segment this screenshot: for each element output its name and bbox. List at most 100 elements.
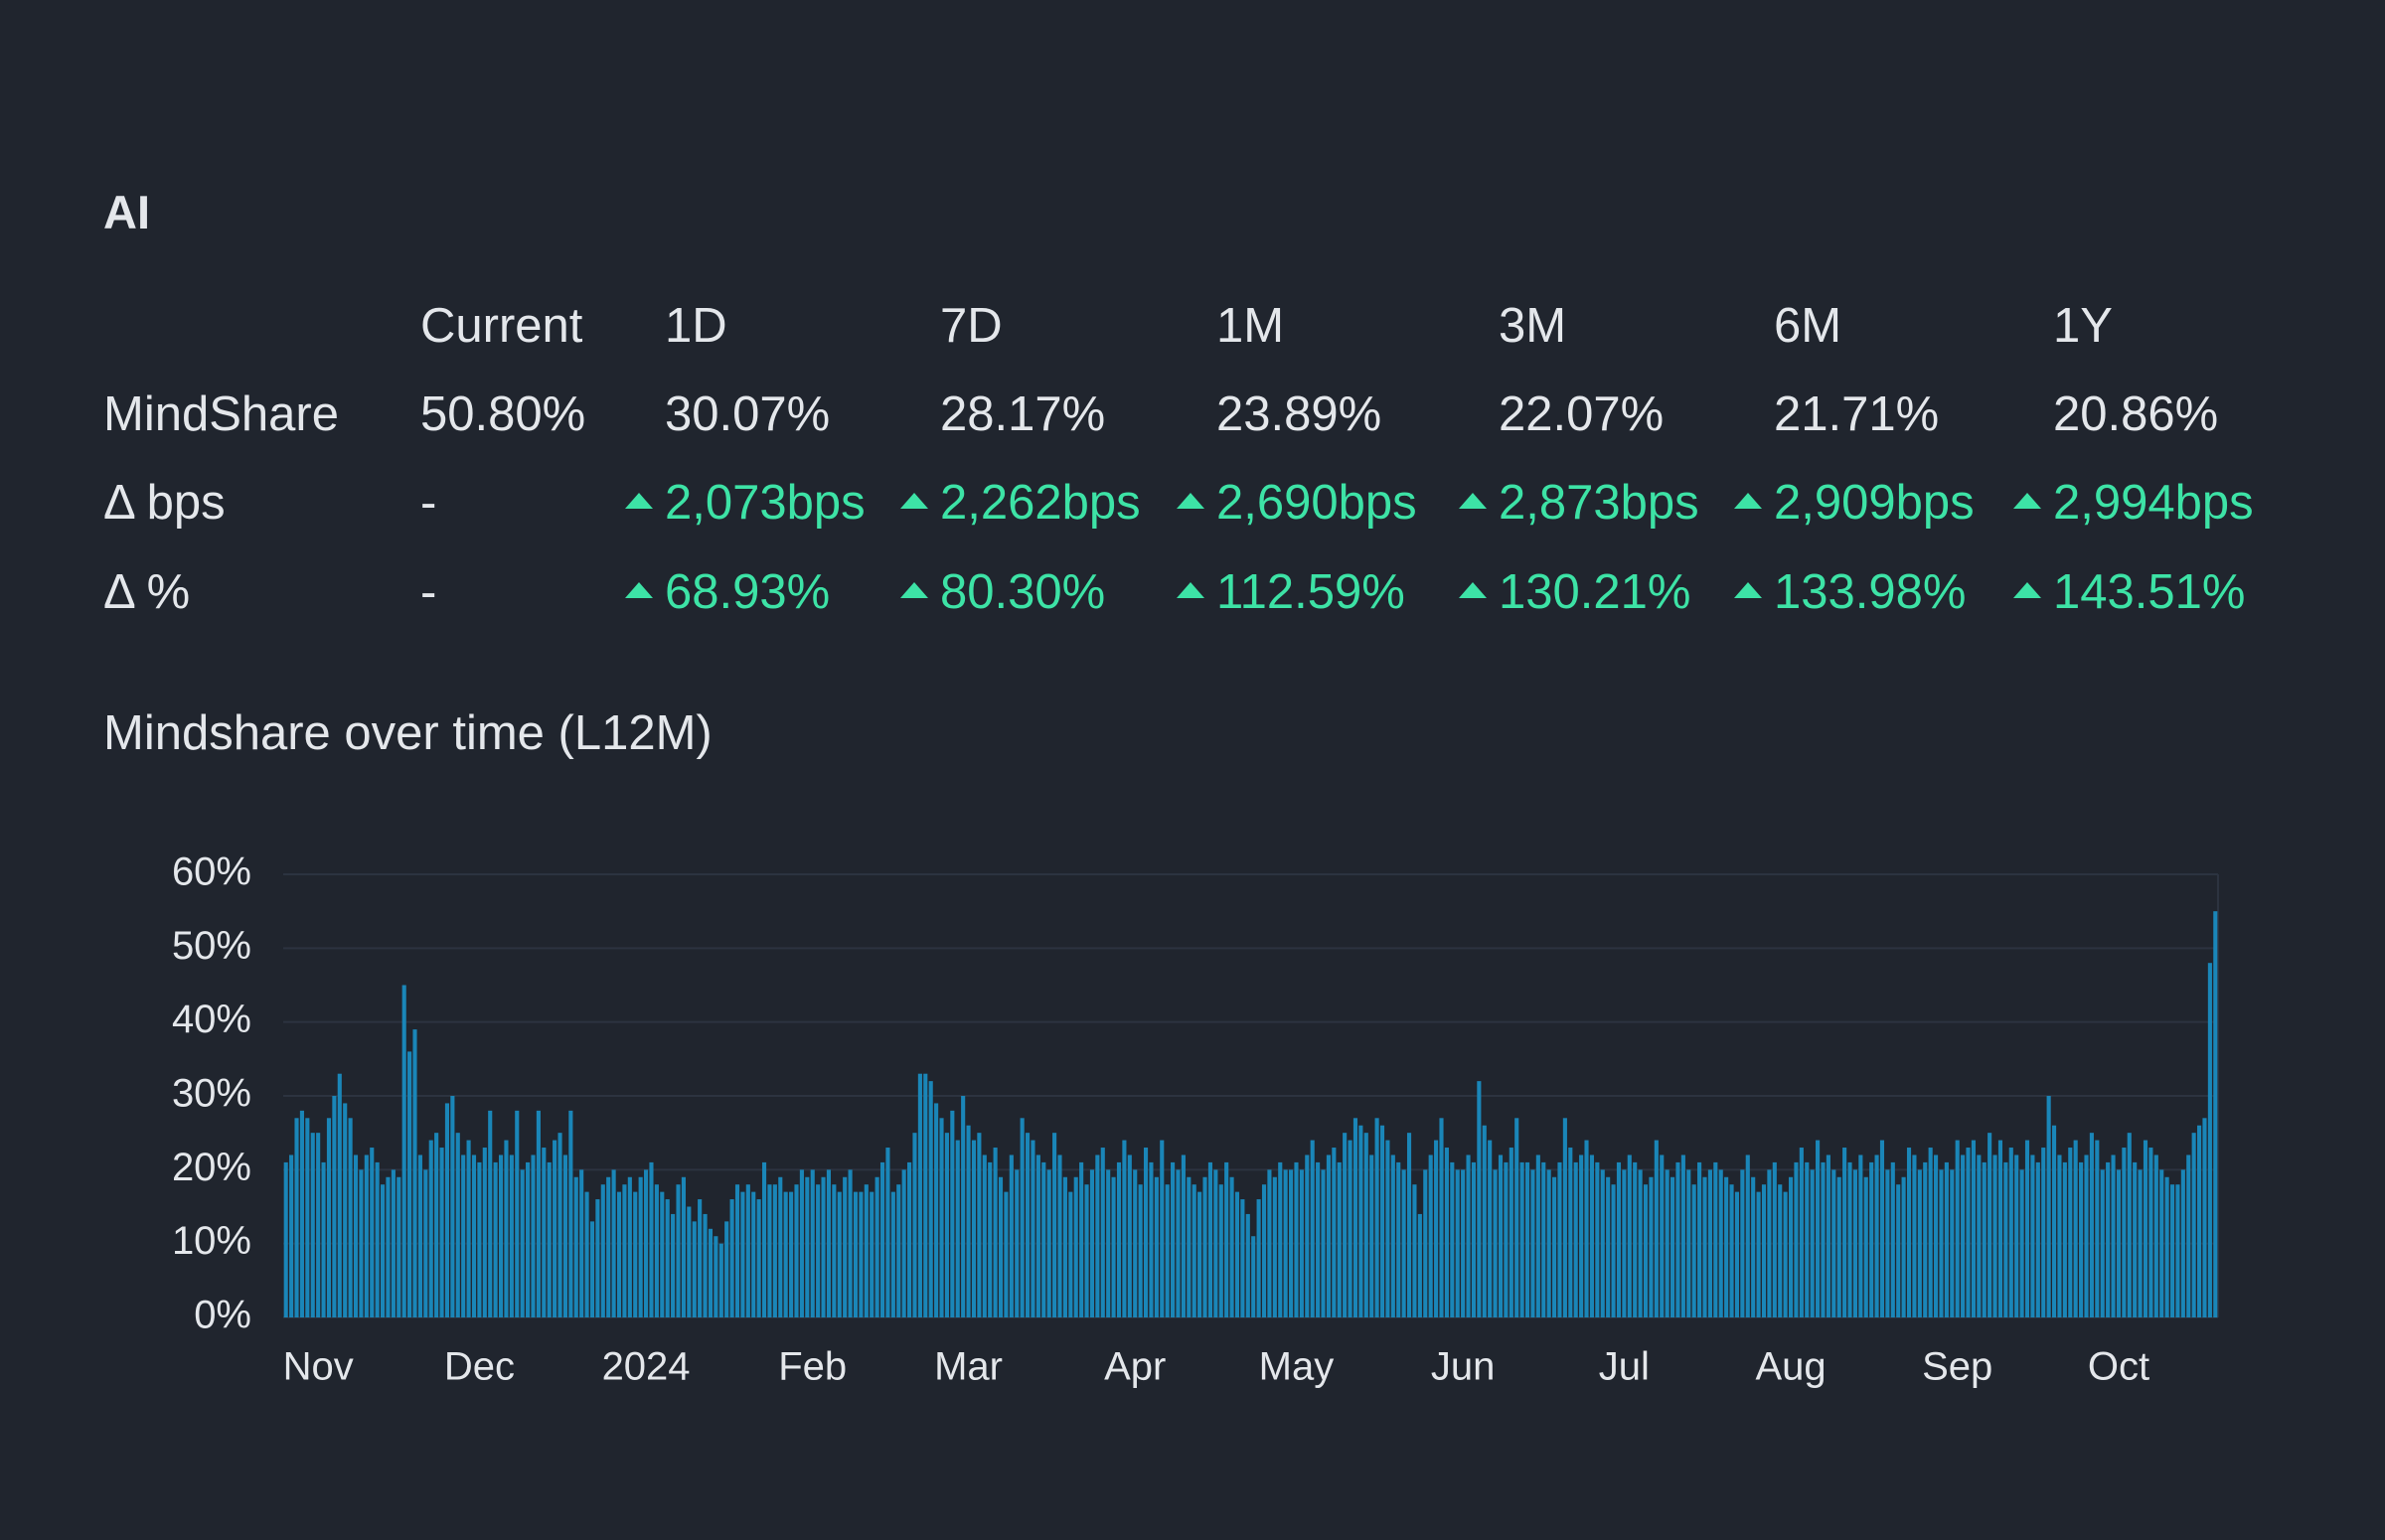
bar bbox=[1514, 1118, 1519, 1317]
bar bbox=[977, 1133, 982, 1317]
x-tick-label: Sep bbox=[1922, 1345, 1992, 1389]
bar bbox=[2024, 1140, 2030, 1317]
y-tick-label: 0% bbox=[194, 1294, 251, 1337]
bar bbox=[649, 1161, 654, 1317]
bar bbox=[2079, 1161, 2084, 1317]
cell: 112.59% bbox=[1216, 565, 1405, 619]
bar bbox=[579, 1169, 584, 1317]
bar bbox=[729, 1199, 734, 1317]
cell: 2,262bps bbox=[940, 476, 1141, 530]
bar bbox=[740, 1191, 745, 1317]
bar bbox=[1745, 1155, 1750, 1317]
bar bbox=[789, 1191, 794, 1317]
bar bbox=[1251, 1236, 1256, 1317]
bar bbox=[864, 1184, 869, 1317]
bar bbox=[1821, 1161, 1826, 1317]
bar bbox=[1622, 1169, 1627, 1317]
bar bbox=[1488, 1140, 1493, 1317]
bar bbox=[1062, 1176, 1067, 1317]
bar bbox=[504, 1140, 509, 1317]
bar bbox=[1390, 1155, 1395, 1317]
bar bbox=[1504, 1161, 1509, 1317]
bar bbox=[767, 1184, 772, 1317]
bar bbox=[826, 1169, 832, 1317]
bar bbox=[1836, 1176, 1841, 1317]
cell: 143.51% bbox=[2053, 565, 2246, 619]
bar bbox=[1363, 1133, 1368, 1317]
bar bbox=[692, 1221, 697, 1317]
bar bbox=[2062, 1161, 2067, 1317]
bar bbox=[455, 1133, 460, 1317]
bar bbox=[687, 1206, 692, 1317]
bar bbox=[1890, 1161, 1895, 1317]
bar bbox=[423, 1169, 428, 1317]
x-tick-label: May bbox=[1259, 1345, 1335, 1389]
cell: 80.30% bbox=[940, 565, 1106, 619]
bar bbox=[1917, 1169, 1922, 1317]
bar bbox=[665, 1199, 670, 1317]
column-header: Current bbox=[420, 299, 583, 353]
bar bbox=[1127, 1155, 1132, 1317]
bar bbox=[562, 1155, 567, 1317]
bar bbox=[859, 1191, 864, 1317]
bar bbox=[2138, 1169, 2143, 1317]
bar bbox=[1852, 1169, 1857, 1317]
bar bbox=[681, 1176, 686, 1317]
x-tick-label: Feb bbox=[778, 1345, 847, 1389]
cell: 2,873bps bbox=[1499, 476, 1699, 530]
bar bbox=[606, 1176, 611, 1317]
x-tick-label: Jun bbox=[1431, 1345, 1496, 1389]
bar bbox=[1794, 1161, 1799, 1317]
bar bbox=[1509, 1148, 1513, 1317]
bar bbox=[1423, 1169, 1428, 1317]
bar bbox=[439, 1148, 444, 1317]
bar bbox=[1337, 1161, 1342, 1317]
bar bbox=[1116, 1161, 1122, 1317]
bar bbox=[1207, 1161, 1212, 1317]
bar bbox=[391, 1169, 396, 1317]
bar bbox=[1842, 1148, 1847, 1317]
bar bbox=[1482, 1125, 1487, 1317]
bar bbox=[1095, 1155, 1100, 1317]
bar bbox=[1004, 1191, 1009, 1317]
bar bbox=[1691, 1184, 1696, 1317]
bar bbox=[2143, 1140, 2148, 1317]
bar bbox=[2213, 911, 2218, 1317]
bar bbox=[1638, 1169, 1643, 1317]
bar bbox=[1552, 1176, 1557, 1317]
bar bbox=[1305, 1155, 1310, 1317]
bar bbox=[1810, 1169, 1815, 1317]
bar bbox=[2068, 1148, 2073, 1317]
bar bbox=[832, 1184, 837, 1317]
bar bbox=[896, 1184, 901, 1317]
bar bbox=[1654, 1140, 1659, 1317]
bar bbox=[547, 1161, 552, 1317]
bar bbox=[1805, 1161, 1810, 1317]
bar bbox=[1928, 1148, 1933, 1317]
bar bbox=[461, 1155, 466, 1317]
bar bbox=[1073, 1176, 1078, 1317]
bar bbox=[2030, 1155, 2035, 1317]
bar bbox=[1649, 1176, 1654, 1317]
bar bbox=[2046, 1096, 2051, 1317]
bar bbox=[654, 1184, 659, 1317]
bar bbox=[1015, 1169, 1020, 1317]
bar bbox=[450, 1096, 455, 1317]
bar bbox=[2035, 1161, 2040, 1317]
cell: 2,909bps bbox=[1774, 476, 1975, 530]
bar bbox=[1352, 1118, 1358, 1317]
bar bbox=[939, 1118, 944, 1317]
bar bbox=[2202, 1118, 2207, 1317]
bar bbox=[1332, 1148, 1337, 1317]
bar bbox=[2051, 1125, 2057, 1317]
bar bbox=[1079, 1161, 1084, 1317]
bar bbox=[837, 1191, 842, 1317]
bar bbox=[1557, 1161, 1562, 1317]
bar bbox=[553, 1140, 557, 1317]
bar bbox=[1009, 1155, 1014, 1317]
bar bbox=[627, 1176, 632, 1317]
bar bbox=[1224, 1161, 1229, 1317]
bar bbox=[1197, 1191, 1202, 1317]
bar bbox=[1579, 1155, 1584, 1317]
bar bbox=[353, 1155, 359, 1317]
